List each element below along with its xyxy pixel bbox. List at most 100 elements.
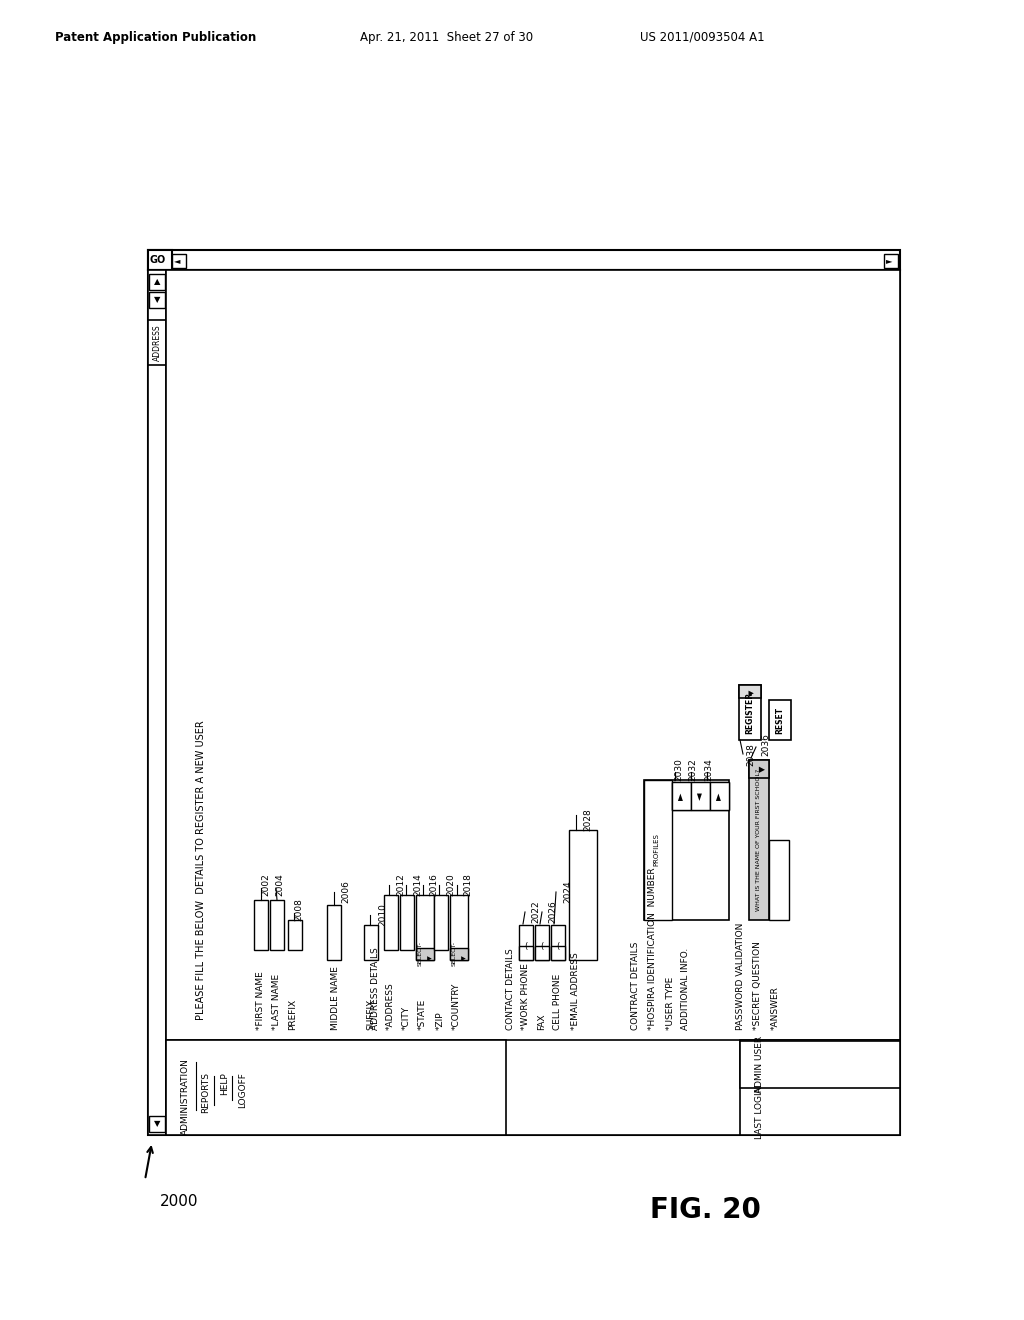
Text: *ADDRESS: *ADDRESS [386,982,395,1030]
Text: CELL PHONE: CELL PHONE [553,974,562,1030]
Bar [672,781,729,810]
Bar [769,840,790,920]
Text: FIG. 20: FIG. 20 [650,1196,761,1224]
Text: ADDITIONAL INFO.: ADDITIONAL INFO. [681,948,690,1030]
Text: ▼: ▼ [462,956,467,961]
Text: 2010: 2010 [378,904,387,927]
Text: ◄: ◄ [174,256,180,265]
Bar [691,781,710,810]
Text: GO: GO [150,255,166,265]
Text: PASSWORD VALIDATION: PASSWORD VALIDATION [736,923,745,1030]
Bar [150,292,165,308]
Text: ▼: ▼ [758,766,767,772]
Text: PROFILES: PROFILES [653,833,659,866]
Bar [535,925,549,960]
Bar [434,895,449,950]
Bar [166,271,900,1135]
Text: 2006: 2006 [341,880,350,903]
Text: PREFIX: PREFIX [288,999,297,1030]
Bar [288,920,302,950]
Text: 2000: 2000 [160,1195,199,1209]
Text: *ANSWER: *ANSWER [771,986,780,1030]
Text: *COUNTRY: *COUNTRY [452,982,461,1030]
Text: 2022: 2022 [531,900,540,923]
Text: 2032: 2032 [688,759,697,781]
Text: 2018: 2018 [463,874,472,896]
Text: *HOSPIRA IDENTIFICATION  NUMBER: *HOSPIRA IDENTIFICATION NUMBER [648,867,657,1030]
Text: 2030: 2030 [674,759,683,781]
Bar [270,900,284,950]
Text: ►: ► [675,792,685,800]
Text: 2036: 2036 [761,734,770,756]
Text: ▲: ▲ [154,277,160,286]
Bar [551,925,565,960]
Bar [710,781,729,810]
Bar [327,906,341,960]
Bar [569,830,597,960]
Bar [148,271,900,1135]
Bar [148,319,166,366]
Text: ▼: ▼ [154,296,160,305]
Text: SELECT-: SELECT- [452,940,457,965]
Text: *USER TYPE: *USER TYPE [666,977,675,1030]
Text: ◄: ◄ [694,792,705,800]
Text: REPORTS: REPORTS [201,1072,210,1113]
Bar [535,946,549,960]
Bar [172,253,186,268]
Bar [739,685,761,698]
Text: US 2011/0093504 A1: US 2011/0093504 A1 [640,30,765,44]
Text: ▼: ▼ [428,956,433,961]
Text: *CITY: *CITY [402,1006,411,1030]
Text: *SECRET QUESTION: *SECRET QUESTION [753,941,762,1030]
Text: 2016: 2016 [429,874,438,896]
Text: *FIRST NAME: *FIRST NAME [256,972,265,1030]
Text: ▼: ▼ [749,689,755,694]
Text: SELECT-: SELECT- [418,940,423,965]
Text: HELP: HELP [220,1072,229,1094]
Text: (: ( [524,941,527,950]
Text: (: ( [540,941,544,950]
Text: 2026: 2026 [548,900,557,924]
Bar [148,271,166,1135]
Bar [740,1040,900,1135]
Text: ►: ► [886,256,893,265]
Text: 2012: 2012 [396,874,406,896]
Text: *STATE: *STATE [418,999,427,1030]
Text: CONTACT DETAILS: CONTACT DETAILS [506,948,515,1030]
Bar [519,925,534,960]
Text: 2002: 2002 [261,874,270,896]
Bar [416,948,434,960]
Bar [166,1040,506,1135]
Text: (: ( [556,941,559,950]
Text: ▼: ▼ [154,1119,160,1129]
Bar [884,253,898,268]
Bar [254,900,268,950]
Bar [644,780,672,920]
Text: 2034: 2034 [705,759,713,781]
Text: LOGOFF: LOGOFF [238,1072,247,1107]
Bar [740,1041,900,1088]
Text: PLEASE FILL THE BELOW  DETAILS TO REGISTER A NEW USER: PLEASE FILL THE BELOW DETAILS TO REGISTE… [196,721,206,1020]
Bar [739,685,761,741]
Bar [450,895,468,960]
Text: MIDDLE NAME: MIDDLE NAME [331,966,340,1030]
Text: LAST LOGIN: LAST LOGIN [755,1085,764,1139]
Bar [519,946,534,960]
Text: Apr. 21, 2011  Sheet 27 of 30: Apr. 21, 2011 Sheet 27 of 30 [360,30,534,44]
Bar [749,760,769,920]
Bar [166,1040,900,1135]
Bar [644,780,729,920]
Bar [150,275,165,290]
Text: SUFFIX: SUFFIX [366,999,375,1030]
Bar [416,895,434,960]
Text: 2014: 2014 [413,874,422,896]
Bar [672,781,691,810]
Text: ADDRESS: ADDRESS [153,325,162,362]
Text: *WORK PHONE: *WORK PHONE [521,964,530,1030]
Text: ADMINISTRATION: ADMINISTRATION [181,1059,190,1135]
Text: *EMAIL ADDRESS: *EMAIL ADDRESS [571,952,580,1030]
Text: REGISTER: REGISTER [745,692,755,734]
Text: ADDRESS DETAILS: ADDRESS DETAILS [371,948,380,1030]
Bar [148,249,900,271]
Text: 2028: 2028 [583,809,592,832]
